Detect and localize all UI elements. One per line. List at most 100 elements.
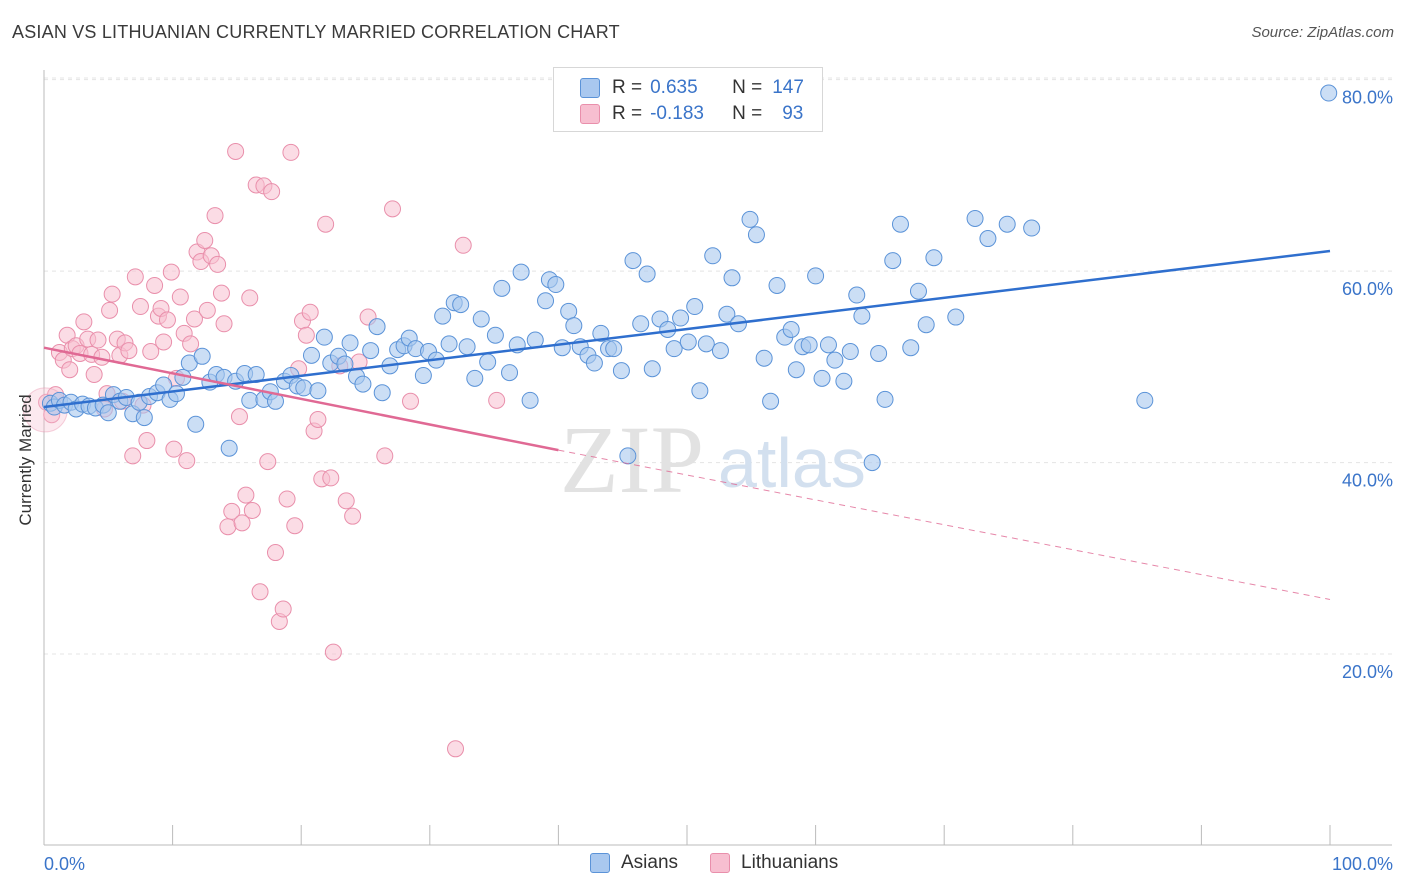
- stats-legend: R = 0.635 N = 147 R = -0.183 N = 93: [553, 67, 823, 132]
- data-point-asians: [762, 392, 780, 410]
- data-point-lithuanians: [454, 236, 472, 254]
- legend-swatch-lithuanians: [580, 104, 600, 124]
- data-point-lithuanians: [124, 447, 142, 465]
- data-point-asians: [434, 307, 452, 325]
- data-point-asians: [697, 335, 715, 353]
- data-point-asians: [800, 336, 818, 354]
- data-point-lithuanians: [206, 207, 224, 225]
- data-point-lithuanians: [322, 469, 340, 487]
- data-point-lithuanians: [309, 410, 327, 428]
- data-point-asians: [187, 415, 205, 433]
- data-point-lithuanians: [233, 514, 251, 532]
- data-point-lithuanians: [263, 183, 281, 201]
- data-point-lithuanians: [266, 544, 284, 562]
- data-point-lithuanians: [230, 408, 248, 426]
- data-point-asians: [315, 328, 333, 346]
- data-point-asians: [807, 267, 825, 285]
- data-point-asians: [521, 391, 539, 409]
- data-point-asians: [741, 210, 759, 228]
- data-point-lithuanians: [243, 501, 261, 519]
- data-point-asians: [362, 342, 380, 360]
- data-point-asians: [605, 340, 623, 358]
- data-point-asians: [966, 209, 984, 227]
- data-point-lithuanians: [120, 342, 138, 360]
- data-point-asians: [1320, 84, 1338, 102]
- data-point-asians: [553, 339, 571, 357]
- data-point-lithuanians: [126, 268, 144, 286]
- data-point-asians: [813, 369, 831, 387]
- data-point-lithuanians: [215, 315, 233, 333]
- data-point-asians: [354, 375, 372, 393]
- y-tick-label: 80.0%: [1342, 88, 1393, 108]
- data-point-asians: [632, 315, 650, 333]
- data-point-asians: [585, 354, 603, 372]
- data-point-lithuanians: [286, 517, 304, 535]
- data-point-lithuanians: [165, 440, 183, 458]
- data-point-asians: [768, 276, 786, 294]
- data-point-asians: [925, 249, 943, 267]
- data-point-asians: [979, 230, 997, 248]
- legend-row-asians: R = 0.635 N = 147: [580, 76, 804, 100]
- data-point-asians: [547, 276, 565, 294]
- data-point-lithuanians: [237, 486, 255, 504]
- data-point-lithuanians: [101, 301, 119, 319]
- data-point-asians: [619, 447, 637, 465]
- data-point-asians: [302, 346, 320, 364]
- data-point-asians: [295, 379, 313, 397]
- legend-r-label: R =: [612, 77, 643, 98]
- data-point-lithuanians: [324, 643, 342, 661]
- y-tick-label: 60.0%: [1342, 279, 1393, 299]
- legend-item-asians[interactable]: Asians: [590, 852, 678, 874]
- data-point-asians: [565, 317, 583, 335]
- data-point-asians: [458, 338, 476, 356]
- data-point-asians: [747, 226, 765, 244]
- data-point-asians: [755, 349, 773, 367]
- data-point-lithuanians: [447, 740, 465, 758]
- x-tick-label: 100.0%: [1332, 854, 1393, 874]
- legend-n-label: N =: [732, 103, 763, 124]
- data-point-lithuanians: [223, 502, 241, 520]
- data-point-lithuanians: [85, 366, 103, 383]
- data-point-asians: [612, 362, 630, 380]
- data-point-asians: [466, 369, 484, 387]
- data-point-asians: [723, 269, 741, 287]
- data-point-lithuanians: [162, 263, 180, 281]
- legend-label-lithuanians: Lithuanians: [741, 852, 839, 873]
- data-point-asians: [479, 353, 497, 371]
- data-point-lithuanians: [171, 288, 189, 306]
- data-point-lithuanians: [196, 231, 214, 249]
- legend-swatch-asians: [590, 853, 610, 873]
- data-point-asians: [704, 247, 722, 265]
- data-point-lithuanians: [344, 507, 362, 525]
- data-point-asians: [368, 318, 386, 336]
- data-point-asians: [998, 215, 1016, 233]
- data-point-asians: [1023, 219, 1041, 237]
- data-point-asians: [167, 385, 185, 403]
- data-point-lithuanians: [185, 310, 203, 328]
- data-point-lithuanians: [158, 311, 176, 329]
- data-point-asians: [853, 307, 871, 325]
- data-point-asians: [782, 321, 800, 339]
- data-point-asians: [917, 316, 935, 334]
- data-point-lithuanians: [219, 518, 237, 536]
- data-point-asians: [560, 302, 578, 320]
- data-point-lithuanians: [384, 200, 402, 218]
- data-point-lithuanians: [337, 492, 355, 510]
- data-point-asians: [638, 265, 656, 283]
- data-point-asians: [472, 310, 490, 328]
- data-point-lithuanians: [209, 255, 227, 273]
- data-point-asians: [501, 364, 519, 382]
- data-point-lithuanians: [89, 331, 107, 349]
- data-point-asians: [309, 382, 327, 400]
- data-point-asians: [193, 347, 211, 365]
- data-point-lithuanians: [182, 335, 200, 353]
- data-point-asians: [718, 305, 736, 323]
- trend-line-lithuanians: [43, 346, 559, 452]
- data-point-lithuanians: [282, 143, 300, 161]
- trend-lines: [43, 249, 1331, 600]
- legend-item-lithuanians[interactable]: Lithuanians: [710, 852, 838, 874]
- series-legend: Asians Lithuanians: [590, 852, 870, 874]
- legend-r-value-lithuanians: -0.183: [650, 103, 704, 124]
- trend-line-lithuanians-extension: [558, 449, 1331, 600]
- data-point-lithuanians: [278, 490, 296, 508]
